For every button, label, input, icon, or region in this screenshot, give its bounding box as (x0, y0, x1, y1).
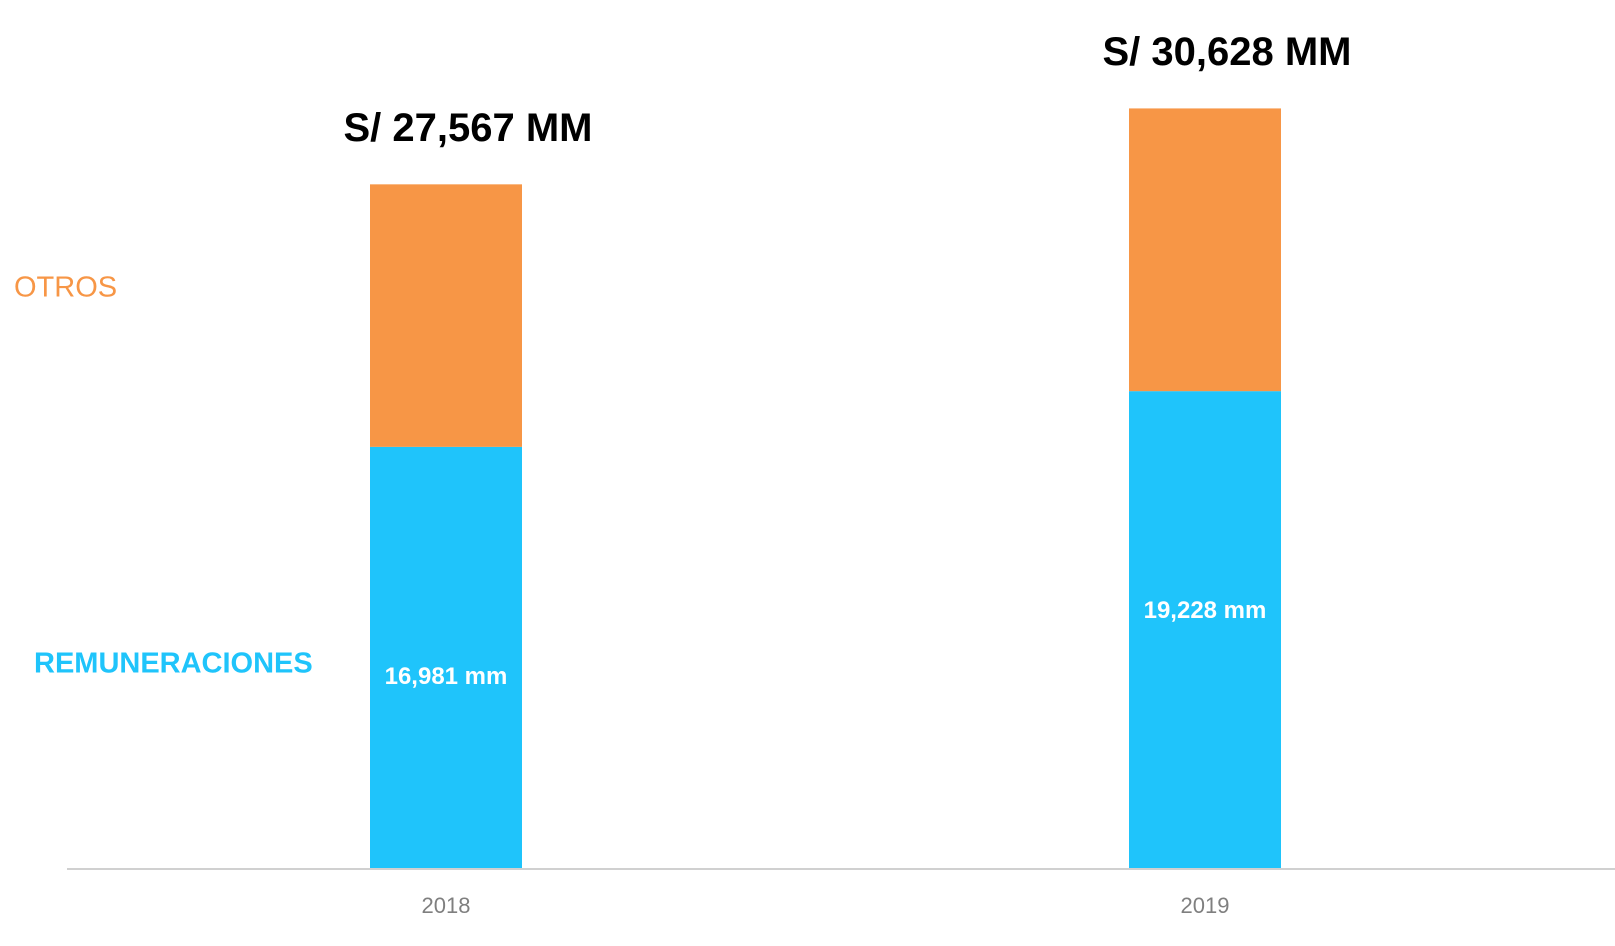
bar-segment (370, 184, 522, 447)
legend-label: REMUNERACIONES (34, 648, 313, 680)
data-label: 19,228 mm (1144, 597, 1267, 624)
legend-label: OTROS (14, 272, 117, 304)
bar-segment (1129, 108, 1281, 392)
x-tick-label: 2019 (1181, 893, 1230, 918)
x-tick-label: 2018 (422, 893, 471, 918)
total-label: S/ 27,567 MM (343, 106, 592, 150)
data-label: 16,981 mm (385, 663, 508, 690)
total-label: S/ 30,628 MM (1102, 30, 1351, 74)
bar-segment (370, 446, 522, 868)
bar-segment (1129, 391, 1281, 868)
